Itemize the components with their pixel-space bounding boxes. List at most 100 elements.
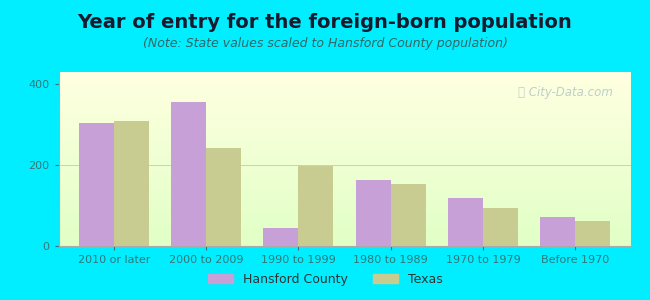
Bar [58, 163, 630, 164]
Bar [58, 230, 630, 232]
Bar [58, 131, 630, 133]
Bar [58, 173, 630, 175]
Bar [58, 121, 630, 122]
Bar [58, 114, 630, 116]
Bar [79, 123, 114, 246]
Bar [58, 140, 630, 142]
Bar [58, 136, 630, 138]
Bar [58, 189, 630, 190]
Bar [58, 116, 630, 117]
Bar [114, 121, 149, 246]
Bar [58, 96, 630, 98]
Text: Year of entry for the foreign-born population: Year of entry for the foreign-born popul… [77, 14, 573, 32]
Bar [58, 187, 630, 189]
Bar [58, 107, 630, 109]
Bar [58, 119, 630, 121]
Bar [58, 154, 630, 155]
Bar [58, 166, 630, 168]
Bar [58, 72, 630, 74]
Bar [58, 232, 630, 234]
Bar [540, 217, 575, 246]
Bar [58, 89, 630, 91]
Bar [58, 76, 630, 77]
Bar [58, 145, 630, 147]
Bar [58, 241, 630, 242]
Bar [58, 199, 630, 201]
Bar [58, 169, 630, 171]
Bar [58, 122, 630, 124]
Bar [58, 229, 630, 230]
Bar [58, 109, 630, 110]
Bar [448, 198, 483, 246]
Legend: Hansford County, Texas: Hansford County, Texas [203, 268, 447, 291]
Text: (Note: State values scaled to Hansford County population): (Note: State values scaled to Hansford C… [142, 38, 508, 50]
Bar [575, 221, 610, 246]
Bar [58, 190, 630, 192]
Bar [58, 218, 630, 220]
Bar [58, 94, 630, 96]
Bar [58, 135, 630, 137]
Bar [58, 175, 630, 176]
Bar [58, 239, 630, 241]
Bar [391, 184, 426, 246]
Bar [58, 215, 630, 216]
Bar [58, 227, 630, 229]
Bar [58, 161, 630, 163]
Bar [58, 117, 630, 119]
Bar [58, 204, 630, 206]
Bar [58, 138, 630, 140]
Bar [58, 222, 630, 224]
Bar [58, 155, 630, 157]
Bar [58, 244, 630, 246]
Bar [263, 228, 298, 246]
Bar [58, 192, 630, 194]
Bar [58, 147, 630, 148]
Bar [58, 110, 630, 112]
Bar [58, 124, 630, 126]
Bar [58, 81, 630, 82]
Bar [58, 82, 630, 84]
Bar [58, 159, 630, 161]
Bar [58, 194, 630, 196]
Bar [58, 220, 630, 222]
Bar [58, 84, 630, 86]
Bar [58, 216, 630, 218]
Bar [483, 208, 518, 246]
Bar [58, 164, 630, 166]
Bar [58, 237, 630, 239]
Bar [171, 102, 206, 246]
Bar [58, 211, 630, 213]
Bar [58, 102, 630, 103]
Bar [58, 128, 630, 129]
Bar [58, 88, 630, 89]
Bar [58, 129, 630, 131]
Bar [58, 213, 630, 215]
Bar [58, 152, 630, 154]
Bar [58, 93, 630, 94]
Bar [58, 185, 630, 187]
Bar [58, 150, 630, 152]
Bar [58, 142, 630, 143]
Bar [58, 98, 630, 100]
Bar [58, 91, 630, 93]
Bar [58, 77, 630, 79]
Bar [58, 197, 630, 199]
Bar [58, 208, 630, 209]
Bar [58, 148, 630, 150]
Bar [58, 224, 630, 225]
Bar [58, 157, 630, 159]
Bar [58, 206, 630, 208]
Bar [58, 202, 630, 204]
Bar [58, 112, 630, 114]
Bar [58, 178, 630, 180]
Bar [58, 143, 630, 145]
Bar [58, 171, 630, 173]
Bar [58, 100, 630, 102]
Bar [206, 148, 241, 246]
Bar [58, 183, 630, 185]
Bar [356, 180, 391, 246]
Bar [58, 225, 630, 227]
Bar [58, 196, 630, 197]
Bar [58, 133, 630, 135]
Bar [58, 105, 630, 107]
